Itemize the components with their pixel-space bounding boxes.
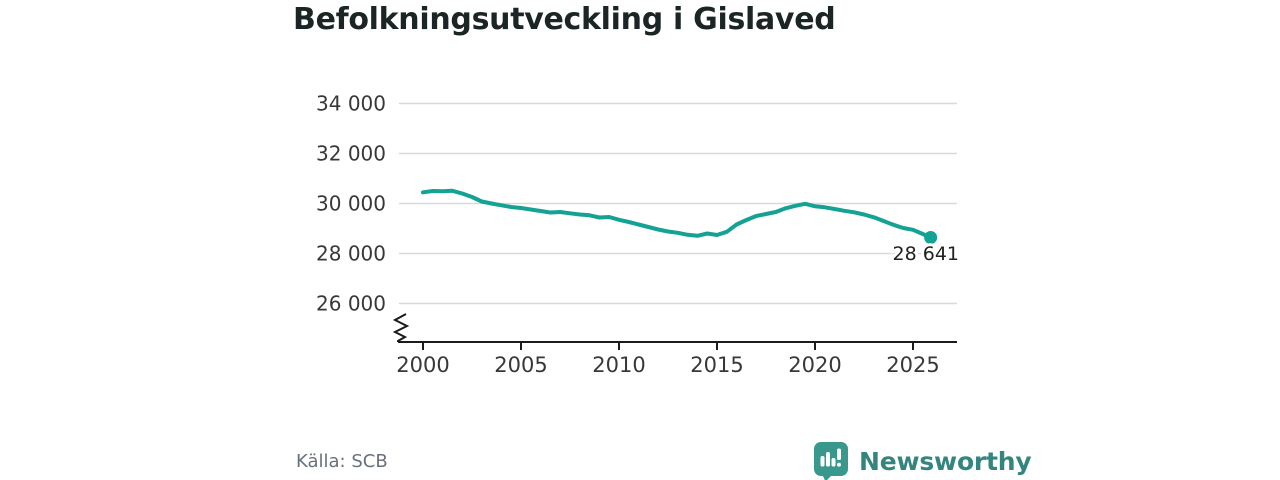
y-tick-label: 30 000 (316, 192, 386, 216)
y-tick-label: 32 000 (316, 142, 386, 166)
x-tick-label: 2025 (886, 353, 939, 377)
source-note: Källa: SCB (296, 451, 388, 472)
newsworthy-logo: Newsworthy (813, 441, 1032, 480)
x-tick-label: 2005 (494, 353, 547, 377)
newsworthy-speech-bubble-chart-icon (814, 441, 848, 480)
y-tick-label: 28 000 (316, 242, 386, 266)
end-value-label: 28 641 (893, 243, 959, 265)
population-line (421, 188, 933, 240)
y-tick-label: 34 000 (316, 92, 386, 116)
end-dot (924, 230, 938, 244)
y-tick-label: 26 000 (316, 292, 386, 316)
newsworthy-wordmark: Newsworthy (859, 446, 1032, 476)
x-tick-label: 2000 (396, 353, 449, 377)
x-tick-label: 2010 (592, 353, 645, 377)
x-tick-label: 2015 (690, 353, 743, 377)
x-tick-label: 2020 (788, 353, 841, 377)
chart-title: Befolkningsutveckling i Gislaved (293, 2, 836, 37)
axis-break-zigzag (392, 313, 410, 342)
